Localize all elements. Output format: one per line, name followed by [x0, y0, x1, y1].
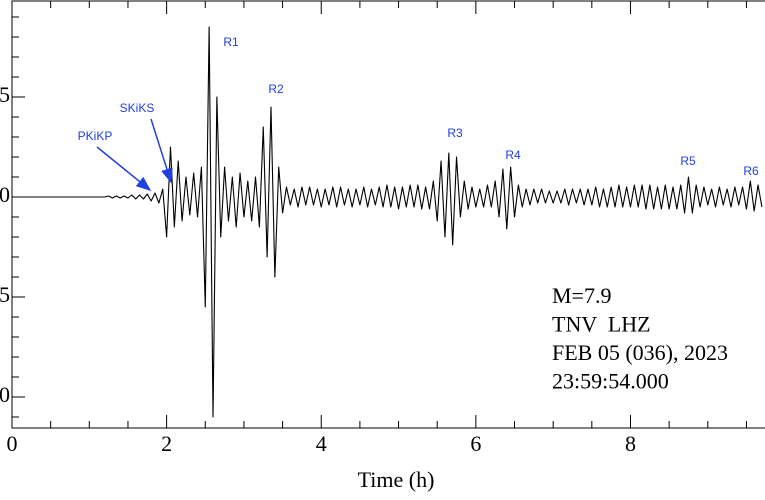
- plot-frame: [11, 0, 765, 429]
- annotation: R1: [223, 35, 239, 49]
- x-tick-label: 0: [7, 431, 18, 456]
- info-line: 23:59:54.000: [552, 369, 669, 394]
- y-tick-label: -0.05: [0, 282, 10, 307]
- x-tick-label: 4: [316, 431, 327, 456]
- x-axis-label: Time (h): [358, 467, 435, 492]
- y-tick-label: 0.00: [0, 182, 10, 207]
- info-line: FEB 05 (036), 2023: [552, 340, 728, 365]
- annotation: R6: [743, 164, 759, 178]
- annotation: SKiKS: [120, 101, 155, 115]
- arrow: [150, 118, 173, 184]
- x-tick-label: 8: [625, 431, 636, 456]
- info-line: TNV LHZ: [552, 312, 651, 337]
- y-tick-label: 0.05: [0, 82, 10, 107]
- annotation: PKiKP: [78, 129, 113, 143]
- annotation: R5: [680, 154, 696, 168]
- info-line: M=7.9: [552, 283, 611, 308]
- x-tick-label: 6: [470, 431, 481, 456]
- annotation: R2: [268, 82, 284, 96]
- y-tick-label: -0.10: [0, 382, 10, 407]
- arrow: [96, 146, 152, 191]
- waveform: [12, 26, 763, 418]
- annotation: R3: [447, 126, 463, 140]
- annotation: R4: [505, 148, 521, 162]
- x-tick-label: 2: [161, 431, 172, 456]
